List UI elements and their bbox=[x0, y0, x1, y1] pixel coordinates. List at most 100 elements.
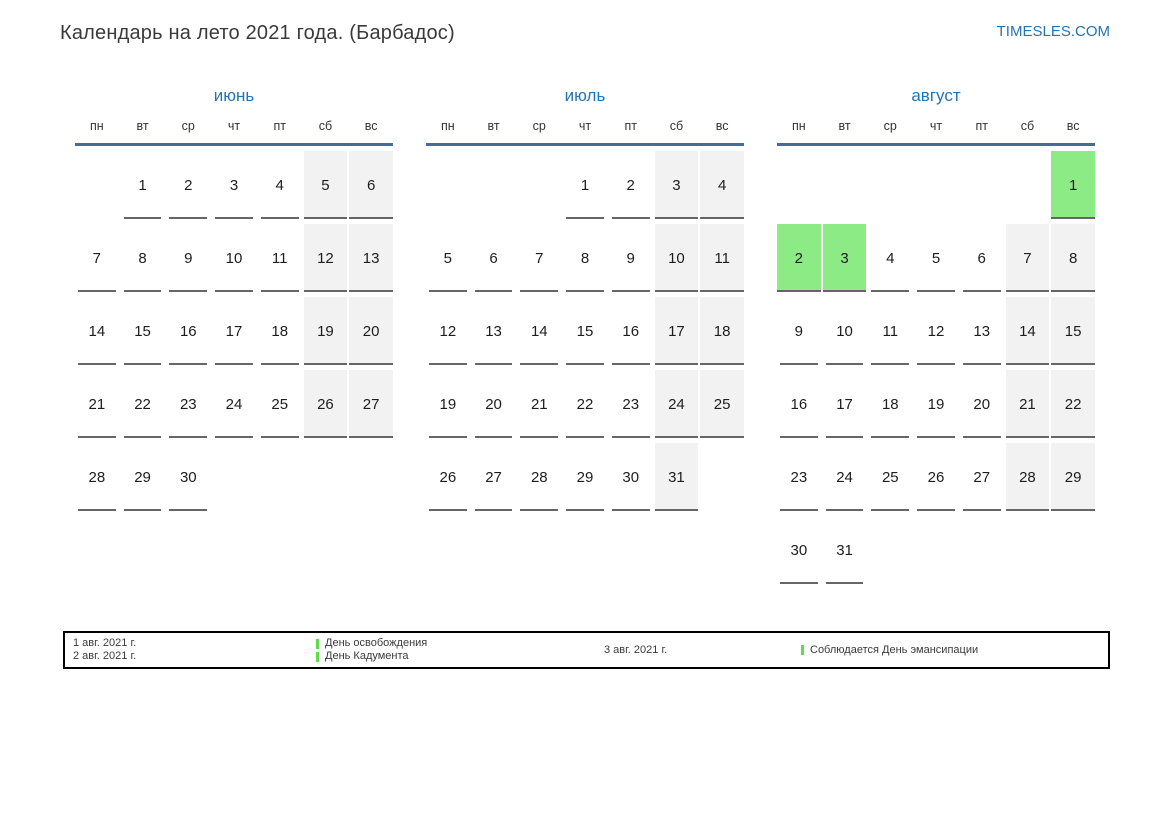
day-cell: 25 bbox=[868, 443, 912, 511]
empty-cell bbox=[868, 151, 912, 219]
day-cell: 29 bbox=[1051, 443, 1095, 511]
day-cell: 8 bbox=[563, 224, 607, 292]
day-cell: 13 bbox=[349, 224, 393, 292]
day-cell: 12 bbox=[303, 224, 348, 292]
legend-holiday-label: День освобождения bbox=[325, 637, 428, 649]
legend-date-label: 2 авг. 2021 г. bbox=[73, 650, 137, 662]
day-cell: 15 bbox=[1051, 297, 1095, 365]
empty-cell bbox=[1051, 516, 1095, 584]
day-cell: 17 bbox=[654, 297, 699, 365]
day-cell: 2 bbox=[609, 151, 653, 219]
calendar-grid-area: июнь пн вт ср чт пт сб вс 1 2 3 4 5 6 7 8 9 10 11 12 13 14 15 1… bbox=[0, 86, 1169, 584]
legend-date-label: 1 авг. 2021 г. bbox=[73, 637, 137, 649]
day-cell: 3 bbox=[822, 224, 867, 292]
day-cell: 18 bbox=[868, 370, 912, 438]
weekday-label: вс bbox=[1066, 119, 1080, 133]
day-cell: 29 bbox=[121, 443, 165, 511]
weekday-label: вт bbox=[487, 119, 500, 133]
day-cell: 7 bbox=[517, 224, 561, 292]
day-cell: 5 bbox=[914, 224, 958, 292]
day-cell: 1 bbox=[1051, 151, 1095, 219]
day-cell: 15 bbox=[121, 297, 165, 365]
weekday-label: сб bbox=[669, 119, 684, 133]
weekday-header-row: пн вт ср чт пт сб вс bbox=[75, 119, 393, 146]
weekday-label: пт bbox=[273, 119, 286, 133]
day-cell: 2 bbox=[166, 151, 210, 219]
day-cell: 6 bbox=[472, 224, 516, 292]
day-cell: 18 bbox=[258, 297, 302, 365]
day-cell: 24 bbox=[212, 370, 256, 438]
empty-cell bbox=[914, 516, 958, 584]
day-cell: 8 bbox=[1051, 224, 1095, 292]
month-title: июнь bbox=[213, 86, 255, 105]
day-cell: 20 bbox=[960, 370, 1004, 438]
day-cell: 4 bbox=[258, 151, 302, 219]
day-cell: 23 bbox=[166, 370, 210, 438]
day-cell: 30 bbox=[166, 443, 210, 511]
day-cell: 26 bbox=[914, 443, 958, 511]
day-cell: 14 bbox=[75, 297, 119, 365]
day-cell: 23 bbox=[777, 443, 821, 511]
month-july: июль пн вт ср чт пт сб вс 1 2 3 4 5 6 7 8 9 10 11 12 13 14 15 1… bbox=[426, 86, 744, 584]
day-cell: 24 bbox=[654, 370, 699, 438]
weekday-label: сб bbox=[1020, 119, 1035, 133]
empty-cell bbox=[914, 151, 958, 219]
day-cell: 5 bbox=[303, 151, 348, 219]
legend-date-label: 3 авг. 2021 г. bbox=[604, 643, 668, 656]
day-cell: 23 bbox=[609, 370, 653, 438]
empty-cell bbox=[700, 443, 744, 511]
weekday-label: вт bbox=[838, 119, 851, 133]
day-cell: 4 bbox=[868, 224, 912, 292]
weekday-label: пн bbox=[441, 119, 455, 133]
day-cell: 29 bbox=[563, 443, 607, 511]
day-cell: 28 bbox=[517, 443, 561, 511]
day-cell: 3 bbox=[212, 151, 256, 219]
day-cell: 14 bbox=[1005, 297, 1050, 365]
day-cell: 10 bbox=[823, 297, 867, 365]
weekday-label: вс bbox=[364, 119, 378, 133]
day-cell: 13 bbox=[472, 297, 516, 365]
legend-dates-column: 3 авг. 2021 г. bbox=[604, 644, 801, 657]
day-cell: 19 bbox=[914, 370, 958, 438]
day-cell: 28 bbox=[75, 443, 119, 511]
day-cell: 17 bbox=[823, 370, 867, 438]
weekday-header-row: пн вт ср чт пт сб вс bbox=[426, 119, 744, 146]
month-day-grid: 1 2 3 4 5 6 7 8 9 10 11 12 13 14 15 16 17 18 19 20 21 22 23 24 2… bbox=[75, 151, 393, 511]
empty-cell bbox=[1006, 151, 1050, 219]
day-cell: 8 bbox=[121, 224, 165, 292]
legend-date: 2 авг. 2021 г. bbox=[73, 650, 316, 663]
day-cell: 31 bbox=[823, 516, 867, 584]
weekday-label: чт bbox=[578, 119, 592, 133]
weekday-label: пт bbox=[975, 119, 988, 133]
day-cell: 5 bbox=[426, 224, 470, 292]
month-day-grid: 1 2 3 4 5 6 7 8 9 10 11 12 13 14 15 16 17 18 19 20 21 22 23 24 2… bbox=[777, 151, 1095, 584]
legend-holiday: Соблюдается День эмансипации bbox=[801, 644, 978, 657]
day-cell: 4 bbox=[700, 151, 744, 219]
day-cell: 6 bbox=[960, 224, 1004, 292]
day-cell: 27 bbox=[960, 443, 1004, 511]
day-cell: 25 bbox=[258, 370, 302, 438]
legend-holiday: День Кадумента bbox=[316, 650, 604, 663]
holiday-marker bbox=[316, 638, 319, 649]
weekday-header-row: пн вт ср чт пт сб вс bbox=[777, 119, 1095, 146]
day-cell: 21 bbox=[75, 370, 119, 438]
weekday-label: чт bbox=[227, 119, 241, 133]
day-cell: 2 bbox=[777, 224, 821, 292]
day-cell: 25 bbox=[700, 370, 744, 438]
day-cell: 27 bbox=[349, 370, 393, 438]
month-title: июль bbox=[564, 86, 606, 105]
empty-cell bbox=[304, 443, 348, 511]
weekday-label: сб bbox=[318, 119, 333, 133]
day-cell: 13 bbox=[960, 297, 1004, 365]
day-cell: 11 bbox=[700, 224, 744, 292]
day-cell: 3 bbox=[654, 151, 699, 219]
weekday-label: пн bbox=[90, 119, 104, 133]
day-cell: 1 bbox=[563, 151, 607, 219]
day-cell: 7 bbox=[1005, 224, 1050, 292]
holiday-marker bbox=[316, 651, 319, 662]
day-cell: 7 bbox=[75, 224, 119, 292]
weekday-label: пт bbox=[624, 119, 637, 133]
brand-link[interactable]: TIMESLES.COM bbox=[996, 23, 1110, 40]
weekday-label: вс bbox=[715, 119, 729, 133]
